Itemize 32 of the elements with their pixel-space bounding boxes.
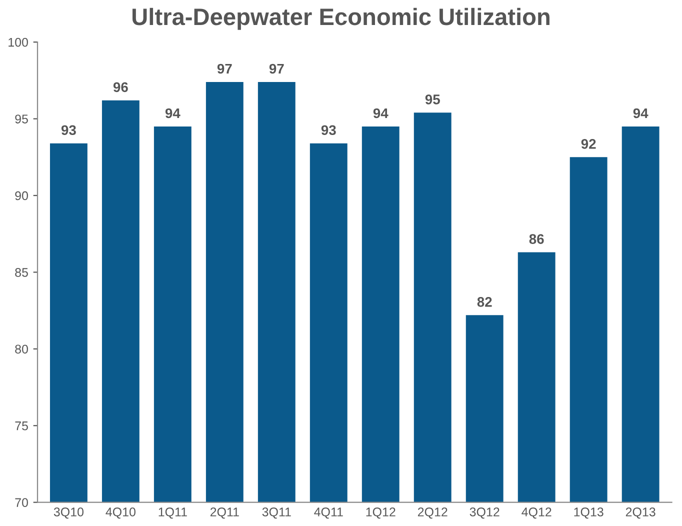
x-tick-label: 3Q12 — [470, 508, 500, 519]
chart-title: Ultra-Deepwater Economic Utilization — [132, 8, 550, 30]
y-tick-label: 95 — [15, 114, 28, 124]
x-tick-label: 2Q11 — [210, 508, 239, 519]
data-label: 96 — [113, 82, 128, 92]
data-label: 82 — [477, 297, 492, 307]
x-tick-label: 2Q12 — [418, 508, 448, 519]
x-tick-label: 2Q13 — [626, 508, 656, 519]
x-tick-label: 4Q12 — [522, 508, 552, 519]
data-label: 94 — [165, 108, 180, 118]
y-tick-label: 90 — [15, 191, 28, 200]
x-tick-label: 4Q10 — [106, 508, 136, 519]
data-label: 94 — [633, 108, 648, 118]
x-tick-label: 3Q10 — [54, 508, 84, 519]
y-tick-label: 100 — [8, 38, 28, 47]
data-label: 97 — [217, 64, 232, 74]
x-tick-label: 4Q11 — [314, 508, 343, 519]
y-tick-label: 70 — [15, 498, 28, 507]
data-label: 92 — [581, 139, 596, 149]
x-tick-label: 3Q11 — [262, 508, 291, 519]
x-tick-label: 1Q11 — [158, 508, 187, 519]
data-label: 93 — [61, 125, 76, 136]
y-tick-label: 75 — [15, 422, 28, 430]
data-label: 93 — [321, 125, 336, 136]
data-label: 94 — [373, 108, 388, 118]
y-tick-label: 80 — [15, 344, 28, 354]
data-label: 95 — [425, 94, 440, 104]
y-tick-label: 85 — [15, 268, 28, 277]
data-label: 97 — [269, 64, 284, 74]
x-tick-label: 1Q12 — [366, 508, 396, 519]
data-label: 86 — [529, 234, 544, 244]
x-tick-label: 1Q13 — [574, 508, 604, 519]
